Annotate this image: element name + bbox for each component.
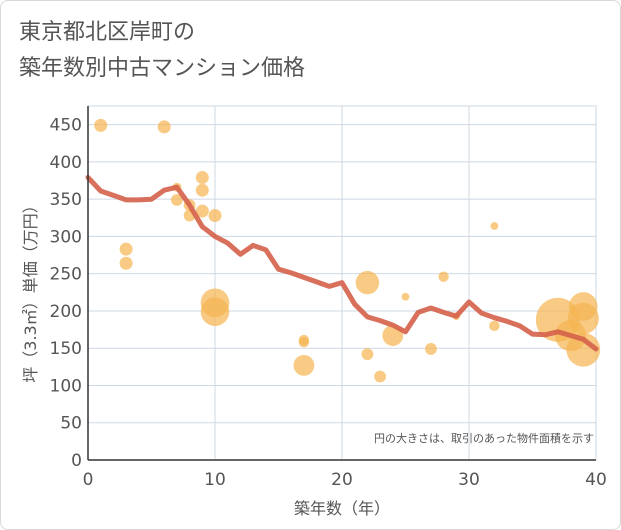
x-axis-label: 築年数（年） [294,499,390,518]
scatter-point [298,337,310,348]
scatter-point [438,271,449,282]
axes [87,106,596,461]
scatter-point [119,242,133,256]
scatter-point [401,292,410,301]
x-tick-label: 10 [204,470,226,490]
y-tick-label: 350 [50,190,82,210]
y-axis-label: 坪（3.3㎡）単価（万円） [21,197,40,382]
y-tick-label: 150 [50,339,82,359]
y-tick-label: 400 [50,153,82,173]
y-tick-label: 100 [50,376,82,396]
x-tick-label: 0 [83,470,94,490]
x-tick-label: 20 [331,470,353,490]
scatter-point [200,297,230,326]
scatter-point [195,171,209,185]
scatter-point [293,354,315,376]
scatter-point [374,370,386,383]
bubble-size-note: 円の大きさは、取引のあった物件面積を示す [374,431,594,445]
scatter-point [171,194,183,206]
scatter-point [119,256,133,270]
y-tick-label: 250 [50,265,82,285]
scatter-point [208,209,222,223]
scatter-point [490,222,499,230]
y-tick-label: 50 [60,414,82,434]
y-tick-label: 300 [50,227,82,247]
scatter-point [361,348,374,361]
scatter-point [195,204,209,218]
chart-title-line1: 東京都北区岸町の [19,20,196,45]
scatter-point [355,270,380,295]
y-tick-label: 0 [71,451,82,471]
scatter-point [425,343,437,355]
x-tick-label: 30 [458,470,480,490]
chart-title-line2: 築年数別中古マンション価格 [19,56,306,81]
scatter-point [566,332,601,367]
x-tick-label: 40 [585,470,607,490]
y-tick-label: 450 [50,116,82,136]
y-tick-label: 200 [50,302,82,322]
scatter-point [567,302,599,334]
trend-line [85,175,599,352]
scatter-point [157,120,171,134]
tick-labels: 0 50 100 150 200 250 300 350 400 450 0 10 20 30 40 [50,116,607,490]
scatter-point [195,183,209,197]
scatter-point [94,118,108,132]
bubble-layer [94,118,601,383]
chart-title: 東京都北区岸町の築年数別中古マンション価格 [19,15,305,87]
grid-lines [87,105,597,461]
scatter-point [489,320,500,332]
